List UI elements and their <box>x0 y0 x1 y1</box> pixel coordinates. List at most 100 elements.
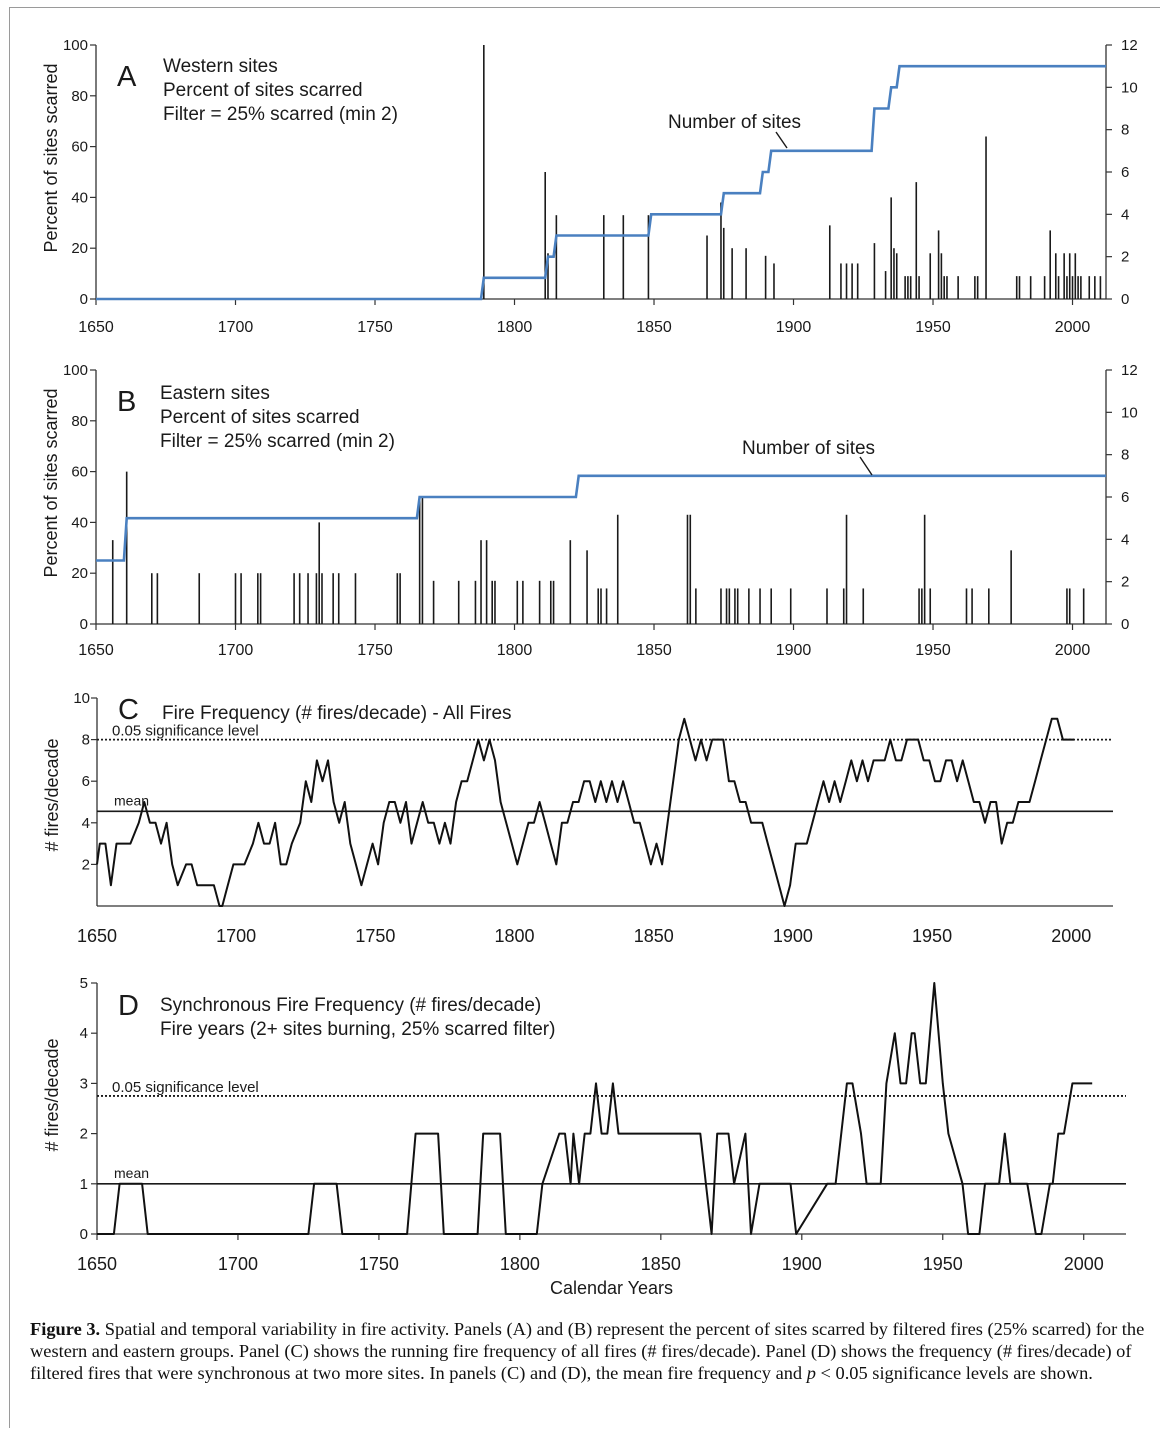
y-tick-label: 3 <box>80 1075 88 1092</box>
x-tick-label: 2000 <box>1055 319 1091 336</box>
x-tick-label: 1950 <box>915 642 951 659</box>
number-of-sites-annotation: Number of sites <box>668 112 801 133</box>
number-of-sites-annotation: Number of sites <box>742 438 875 459</box>
y-tick-label: 60 <box>71 139 88 156</box>
fire-frequency-line <box>97 982 1093 1235</box>
caption-text-1: Spatial and temporal variability in fire… <box>30 1319 1145 1383</box>
x-tick-label: 1750 <box>359 1254 399 1274</box>
annotation-leader <box>859 456 873 476</box>
y2-tick-label: 2 <box>1121 249 1129 266</box>
panel-letter: B <box>117 386 136 418</box>
panel-title-line: Filter = 25% scarred (min 2) <box>160 431 395 452</box>
number-of-sites-line <box>96 474 1106 562</box>
y-tick-label: 40 <box>71 514 88 531</box>
y-tick-label: 60 <box>71 464 88 481</box>
y-axis-label: # fires/decade <box>42 1038 62 1151</box>
x-tick-label: 2000 <box>1055 642 1091 659</box>
y2-tick-label: 10 <box>1121 404 1138 421</box>
y-tick-label: 2 <box>80 1126 88 1143</box>
y-axis-label: # fires/decade <box>42 738 62 851</box>
x-tick-label: 1950 <box>912 926 952 946</box>
panel-title-line: Synchronous Fire Frequency (# fires/deca… <box>160 995 541 1016</box>
y2-tick-label: 0 <box>1121 291 1129 308</box>
figure-svg: 1650 1700 1750 1800 1850 1900 1950 200002040608… <box>41 37 1138 1298</box>
y2-tick-label: 0 <box>1121 616 1129 633</box>
x-axis-label: Calendar Years <box>550 1278 673 1298</box>
y-tick-label: 10 <box>73 690 90 707</box>
x-tick-label: 1900 <box>773 926 813 946</box>
significance-label: 0.05 significance level <box>112 723 259 740</box>
panel-title-line: Percent of sites scarred <box>160 407 360 428</box>
y2-tick-label: 12 <box>1121 362 1138 379</box>
x-tick-label: 1750 <box>357 642 393 659</box>
y-tick-label: 80 <box>71 413 88 430</box>
x-tick-label: 1800 <box>500 1254 540 1274</box>
x-tick-label: 1850 <box>641 1254 681 1274</box>
y2-tick-label: 4 <box>1121 531 1129 548</box>
caption-text-2: < 0.05 significance levels are shown. <box>815 1363 1093 1383</box>
y-axis-label: Percent of sites scarred <box>41 63 61 252</box>
x-tick-label: 1700 <box>216 926 256 946</box>
y2-tick-label: 2 <box>1121 574 1129 591</box>
x-tick-label: 1750 <box>357 319 393 336</box>
y-tick-label: 100 <box>63 362 88 379</box>
x-tick-label: 1850 <box>634 926 674 946</box>
panel-letter: D <box>118 990 139 1022</box>
panel-title-line: Percent of sites scarred <box>163 80 363 101</box>
x-tick-label: 2000 <box>1064 1254 1104 1274</box>
x-tick-label: 1900 <box>776 642 812 659</box>
y2-tick-label: 4 <box>1121 206 1129 223</box>
x-tick-label: 1650 <box>77 926 117 946</box>
number-of-sites-line <box>96 64 1106 301</box>
y-tick-label: 8 <box>82 732 90 749</box>
y-tick-label: 80 <box>71 88 88 105</box>
x-tick-label: 1700 <box>218 1254 258 1274</box>
panel-a: 1650 1700 1750 1800 1850 1900 1950 200002040608… <box>41 37 1138 336</box>
panel-d: 1650 1700 1750 1800 1850 1900 1950 2000 0 1 2 3 4 5 # … <box>42 975 1126 1298</box>
y-tick-label: 0 <box>80 291 88 308</box>
figure-caption: Figure 3. Spatial and temporal variabili… <box>30 1318 1150 1384</box>
y-tick-label: 4 <box>80 1025 88 1042</box>
x-tick-label: 1650 <box>78 319 114 336</box>
significance-label: 0.05 significance level <box>112 1079 259 1096</box>
x-tick-label: 1900 <box>782 1254 822 1274</box>
caption-p: p <box>806 1363 816 1383</box>
panel-c: 1650 1700 1750 1800 1850 1900 1950 2000 2 4 6 8 10 # … <box>42 690 1113 946</box>
x-tick-label: 1950 <box>923 1254 963 1274</box>
y2-tick-label: 8 <box>1121 447 1129 464</box>
annotation-leader <box>775 131 788 149</box>
y-tick-label: 4 <box>82 815 90 832</box>
x-tick-label: 1950 <box>915 319 951 336</box>
y2-tick-label: 6 <box>1121 489 1129 506</box>
x-tick-label: 1900 <box>776 319 812 336</box>
panel-title-line: Filter = 25% scarred (min 2) <box>163 104 398 125</box>
mean-label: mean <box>114 792 149 808</box>
y-tick-label: 20 <box>71 565 88 582</box>
panel-title-line: Fire Frequency (# fires/decade) - All Fi… <box>162 703 512 724</box>
fire-frequency-line <box>96 717 1074 907</box>
panel-title-line: Western sites <box>163 56 278 77</box>
x-tick-label: 1850 <box>636 642 672 659</box>
x-tick-label: 1650 <box>77 1254 117 1274</box>
panel-letter: C <box>118 694 139 726</box>
y2-tick-label: 10 <box>1121 79 1138 96</box>
x-tick-label: 1650 <box>78 642 114 659</box>
y2-tick-label: 6 <box>1121 164 1129 181</box>
y-tick-label: 100 <box>63 37 88 54</box>
y2-tick-label: 12 <box>1121 37 1138 54</box>
caption-label: Figure 3. <box>30 1319 101 1339</box>
x-tick-label: 1800 <box>497 642 533 659</box>
x-tick-label: 1750 <box>355 926 395 946</box>
y-tick-label: 5 <box>80 975 88 992</box>
x-tick-label: 1800 <box>495 926 535 946</box>
y-tick-label: 6 <box>82 773 90 790</box>
y-axis-label: Percent of sites scarred <box>41 388 61 577</box>
x-tick-label: 1800 <box>497 319 533 336</box>
panel-b: 1650 1700 1750 1800 1850 1900 1950 200002040608… <box>41 362 1138 659</box>
x-tick-label: 1850 <box>636 319 672 336</box>
y2-tick-label: 8 <box>1121 122 1129 139</box>
y-tick-label: 20 <box>71 240 88 257</box>
y-tick-label: 2 <box>82 856 90 873</box>
y-tick-label: 40 <box>71 189 88 206</box>
panel-title-line: Eastern sites <box>160 383 270 404</box>
